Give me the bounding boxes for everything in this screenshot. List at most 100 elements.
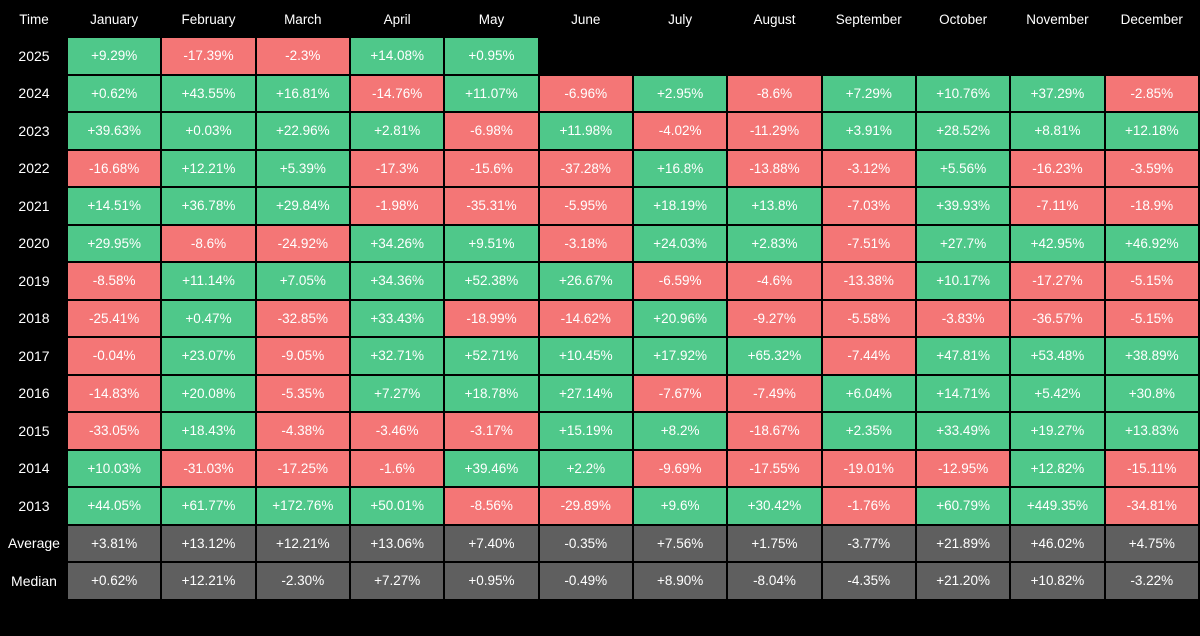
return-cell: +13.8% [728,188,821,224]
return-cell: +16.8% [633,150,727,186]
return-cell: +2.35% [822,413,915,449]
return-cell: -37.28% [539,150,632,186]
return-cell: +28.52% [916,113,1010,149]
year-label: 2015 [2,413,66,449]
year-label: 2020 [2,225,66,261]
return-cell: +18.19% [633,188,727,224]
summary-cell: +7.56% [633,525,727,561]
return-cell: -7.51% [822,225,915,261]
return-cell: +8.2% [633,413,727,449]
return-cell: +12.21% [162,150,255,186]
return-cell: -3.83% [916,300,1010,336]
return-cell: +65.32% [728,338,821,374]
summary-row: Median +0.62% +12.21% -2.30% +7.27% +0.95% -0.… [2,563,1198,599]
year-label: 2016 [2,375,66,411]
year-label: 2023 [2,113,66,149]
return-cell: +36.78% [162,188,255,224]
return-cell: +10.17% [916,263,1010,299]
return-cell: +0.47% [162,300,255,336]
summary-cell: +7.27% [350,563,444,599]
return-cell: +32.71% [350,338,444,374]
header-row: Time January February March April May June Jul… [2,2,1198,36]
return-cell: -16.68% [68,150,161,186]
return-cell: +5.42% [1011,375,1104,411]
return-cell: +24.03% [633,225,727,261]
return-cell: +29.95% [68,225,161,261]
return-cell: +0.03% [162,113,255,149]
return-cell: -5.35% [256,375,349,411]
return-cell: +7.29% [822,75,915,111]
return-cell: +52.71% [445,338,538,374]
year-label: 2014 [2,450,66,486]
return-cell: -8.56% [445,488,538,524]
year-label: 2017 [2,338,66,374]
summary-cell: -0.49% [539,563,632,599]
return-cell: -14.62% [539,300,632,336]
return-cell: +2.2% [539,450,632,486]
year-label: 2025 [2,38,66,74]
return-cell: +14.08% [350,38,444,74]
return-cell: +30.42% [728,488,821,524]
return-cell: -6.96% [539,75,632,111]
summary-cell: -0.35% [539,525,632,561]
summary-cell: +0.95% [445,563,538,599]
return-cell: +13.83% [1105,413,1198,449]
return-cell: -5.15% [1105,263,1198,299]
return-cell: +30.8% [1105,375,1198,411]
return-cell: +27.7% [916,225,1010,261]
summary-cell: +10.82% [1011,563,1104,599]
return-cell: -2.85% [1105,75,1198,111]
return-cell: -1.98% [350,188,444,224]
return-cell: -5.58% [822,300,915,336]
year-label: 2024 [2,75,66,111]
return-cell: +5.39% [256,150,349,186]
return-cell: +6.04% [822,375,915,411]
summary-cell: +21.89% [916,525,1010,561]
return-cell: -5.15% [1105,300,1198,336]
summary-cell: +12.21% [256,525,349,561]
month-header: December [1120,11,1183,27]
return-cell: +43.55% [162,75,255,111]
summary-cell: -4.35% [822,563,915,599]
return-cell: -17.25% [256,450,349,486]
return-cell: -18.9% [1105,188,1198,224]
return-cell: +10.45% [539,338,632,374]
return-cell: -14.76% [350,75,444,111]
month-header: July [668,11,693,27]
table-body: 2025 +9.29% -17.39% -2.3% +14.08% +0.95% 2024 +… [2,38,1198,599]
return-cell: -7.67% [633,375,727,411]
summary-cell: +7.40% [445,525,538,561]
time-column-header: Time [19,11,49,27]
return-cell: +10.03% [68,450,161,486]
return-cell: +46.92% [1105,225,1198,261]
month-header: October [939,11,988,27]
empty-cell [1105,38,1198,74]
return-cell: -13.38% [822,263,915,299]
monthly-returns-table: Time January February March April May June Jul… [2,2,1198,599]
month-header: August [753,11,796,27]
return-cell: -19.01% [822,450,915,486]
return-cell: -3.12% [822,150,915,186]
return-cell: -14.83% [68,375,161,411]
summary-cell: +4.75% [1105,525,1198,561]
return-cell: +3.91% [822,113,915,149]
summary-cell: +21.20% [916,563,1010,599]
return-cell: +33.43% [350,300,444,336]
return-cell: +44.05% [68,488,161,524]
return-cell: -4.02% [633,113,727,149]
return-cell: -34.81% [1105,488,1198,524]
return-cell: +38.89% [1105,338,1198,374]
return-cell: +26.67% [539,263,632,299]
return-cell: -9.05% [256,338,349,374]
year-label: 2021 [2,188,66,224]
year-label: 2019 [2,263,66,299]
return-cell: -31.03% [162,450,255,486]
return-cell: -3.46% [350,413,444,449]
year-row: 2013 +44.05% +61.77% +172.76% +50.01% -8.56% -… [2,488,1198,524]
return-cell: +22.96% [256,113,349,149]
empty-cell [1011,38,1104,74]
return-cell: +39.93% [916,188,1010,224]
summary-cell: +46.02% [1011,525,1104,561]
year-row: 2024 +0.62% +43.55% +16.81% -14.76% +11.07% -6… [2,75,1198,111]
return-cell: +0.95% [445,38,538,74]
